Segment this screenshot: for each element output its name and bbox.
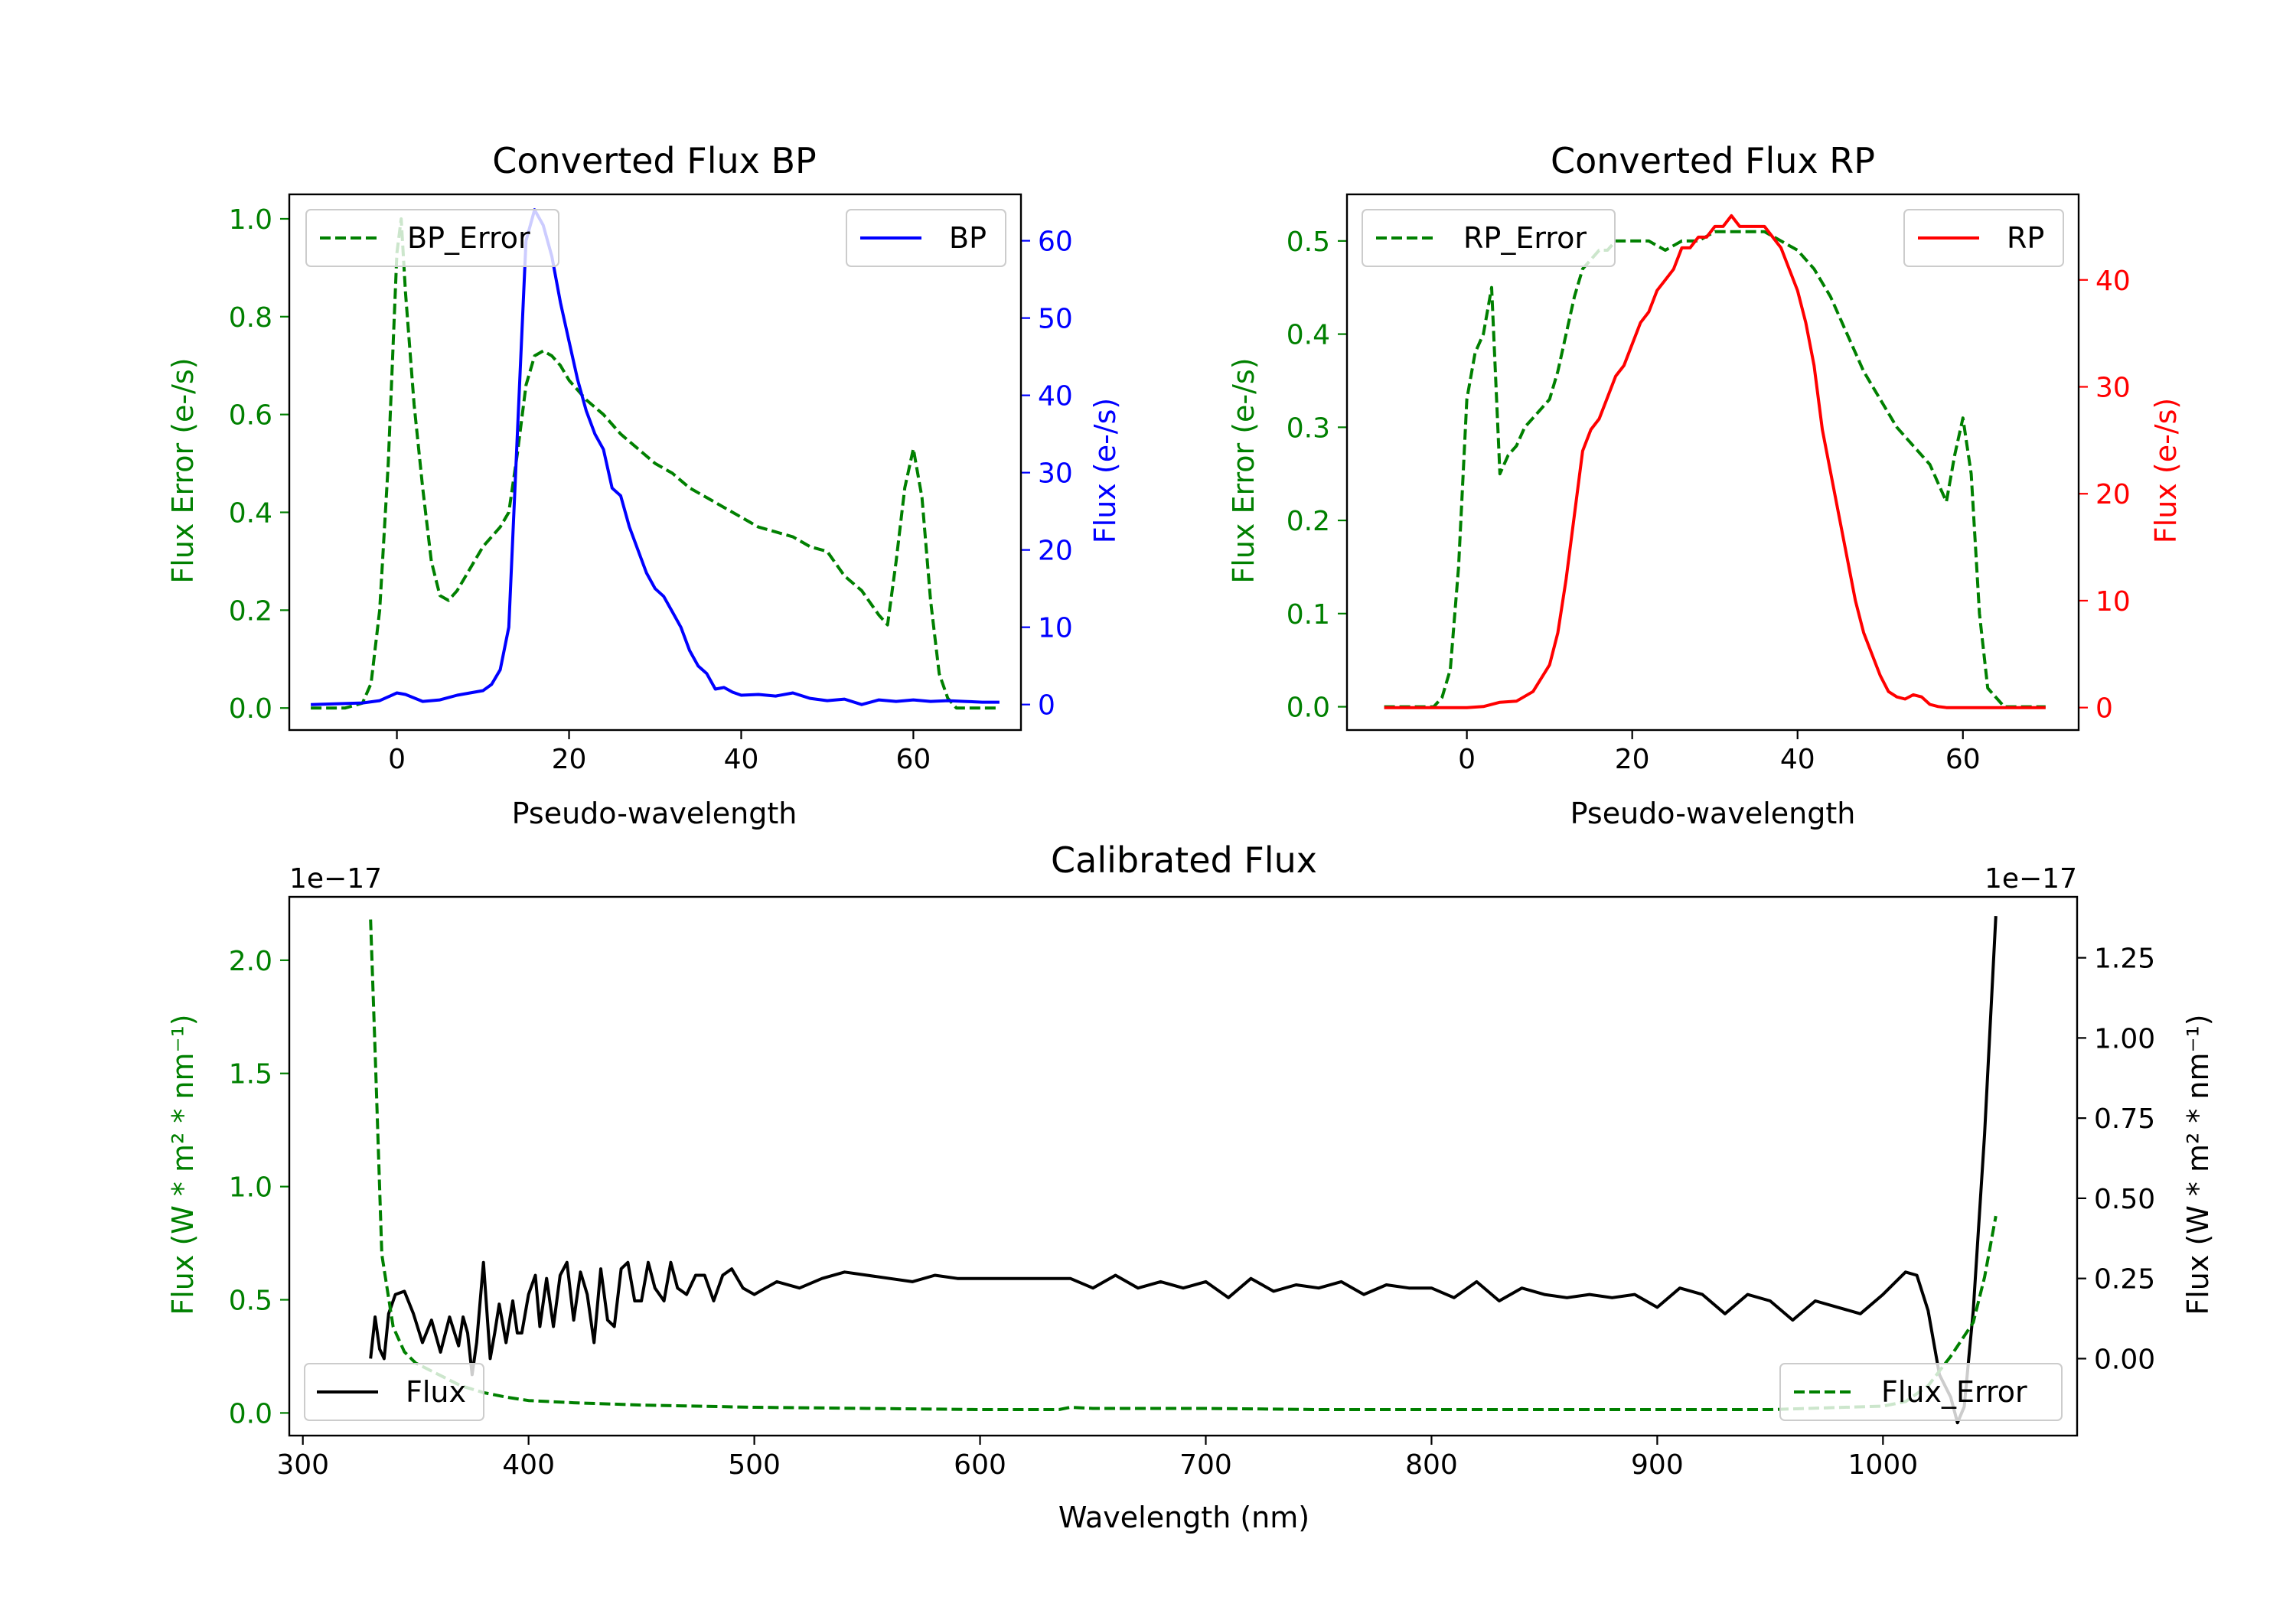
left-y-tick-label: 0.2 xyxy=(229,595,272,627)
right-y-tick-label: 0.75 xyxy=(2094,1103,2155,1135)
left-y-axis-label: Flux (W * m² * nm⁻¹) xyxy=(166,1014,200,1315)
right-y-tick-label: 30 xyxy=(2095,372,2131,403)
series-bp-error xyxy=(311,217,1000,710)
legend-box xyxy=(1903,209,2064,267)
x-tick-label: 1000 xyxy=(1848,1449,1919,1481)
right-y-tick-label: 10 xyxy=(1038,613,1073,644)
right-y-tick-label: 20 xyxy=(2095,479,2131,510)
left-y-tick-label: 1.0 xyxy=(229,204,272,236)
x-tick-label: 800 xyxy=(1405,1449,1458,1481)
legend-label-bp: BP xyxy=(949,221,987,255)
right-y-tick-label: 40 xyxy=(2095,266,2131,297)
x-axis-label: Pseudo-wavelength xyxy=(1570,797,1856,830)
legend-label-flux-error: Flux_Error xyxy=(1881,1375,2027,1409)
left-y-tick-label: 0.5 xyxy=(1287,227,1330,258)
x-axis-label: Wavelength (nm) xyxy=(1058,1501,1309,1534)
left-y-tick-label: 2.0 xyxy=(229,946,272,977)
legend-left: BP_Error xyxy=(305,209,559,267)
left-y-tick-label: 1.5 xyxy=(229,1059,272,1090)
left-y-axis-label: Flux Error (e-/s) xyxy=(166,357,200,583)
x-tick-label: 400 xyxy=(502,1449,555,1481)
right-y-tick-label: 10 xyxy=(2095,586,2131,618)
legend-right: RP xyxy=(1903,209,2064,267)
legend-label-flux: Flux xyxy=(406,1375,466,1409)
x-tick-label: 20 xyxy=(552,744,587,775)
x-tick-label: 40 xyxy=(724,744,759,775)
left-y-tick-label: 0.4 xyxy=(1287,320,1330,351)
series-flux xyxy=(369,915,1998,1425)
left-offset-text: 1e−17 xyxy=(289,863,382,895)
left-y-tick-label: 0.6 xyxy=(229,400,272,432)
x-tick-label: 500 xyxy=(728,1449,781,1481)
right-y-axis-label: Flux (e-/s) xyxy=(2149,398,2183,543)
left-y-tick-label: 1.0 xyxy=(229,1172,272,1204)
left-y-tick-label: 0.0 xyxy=(229,1398,272,1429)
left-y-tick-label: 0.4 xyxy=(229,498,272,530)
x-tick-label: 60 xyxy=(1945,744,1981,775)
legend-box xyxy=(1779,1363,2063,1421)
left-y-tick-label: 0.5 xyxy=(229,1286,272,1317)
right-y-tick-label: 0 xyxy=(1038,690,1055,722)
panel-converted-flux-rp: 0 20 40 60 0.0 0.1 0.2 0.3 0.4 0.5 0 10 20 30 40 Conve… xyxy=(1227,140,2183,830)
legend-right: BP xyxy=(846,209,1006,267)
plot-frame xyxy=(288,193,1022,732)
legend-box xyxy=(305,209,559,267)
chart-title: Converted Flux RP xyxy=(1551,140,1875,181)
right-y-tick-label: 0.00 xyxy=(2094,1344,2155,1375)
right-y-tick-label: 60 xyxy=(1038,227,1073,258)
legend-right: Flux_Error xyxy=(1779,1363,2063,1421)
panel-calibrated-flux: 300 400 500 600 700 800 900 1000 0.0 0.5 1.0 1.5 2.0… xyxy=(166,839,2215,1534)
legend-left: Flux xyxy=(304,1363,484,1421)
chart-title: Converted Flux BP xyxy=(492,140,817,181)
left-y-tick-label: 0.8 xyxy=(229,302,272,334)
right-y-tick-label: 0.50 xyxy=(2094,1184,2155,1215)
right-y-tick-label: 0.25 xyxy=(2094,1264,2155,1296)
legend-label-rp-error: RP_Error xyxy=(1463,221,1587,255)
x-tick-label: 60 xyxy=(896,744,931,775)
left-y-tick-label: 0.0 xyxy=(1287,693,1330,724)
legend-box xyxy=(846,209,1006,267)
left-y-axis-label: Flux Error (e-/s) xyxy=(1227,357,1261,583)
right-y-tick-label: 1.00 xyxy=(2094,1023,2155,1054)
legend-box xyxy=(304,1363,484,1421)
x-tick-label: 700 xyxy=(1179,1449,1232,1481)
right-y-axis-label: Flux (e-/s) xyxy=(1088,398,1122,543)
legend-label-bp-error: BP_Error xyxy=(407,221,530,255)
x-tick-label: 20 xyxy=(1615,744,1650,775)
right-y-tick-label: 0 xyxy=(2095,693,2113,725)
right-offset-text: 1e−17 xyxy=(1985,863,2077,895)
legend-box xyxy=(1362,209,1616,267)
series-rp-error xyxy=(1384,230,2046,709)
x-tick-label: 0 xyxy=(388,744,406,775)
legend-left: RP_Error xyxy=(1362,209,1616,267)
left-y-tick-label: 0.0 xyxy=(229,693,272,725)
chart-title: Calibrated Flux xyxy=(1051,839,1317,881)
right-y-tick-label: 40 xyxy=(1038,381,1073,412)
left-y-tick-label: 0.2 xyxy=(1287,506,1330,537)
x-tick-label: 40 xyxy=(1780,744,1815,775)
right-y-tick-label: 30 xyxy=(1038,458,1073,490)
right-y-tick-label: 50 xyxy=(1038,304,1073,335)
right-y-tick-label: 20 xyxy=(1038,536,1073,567)
series-rp xyxy=(1384,214,2046,709)
x-axis-label: Pseudo-wavelength xyxy=(512,797,797,830)
left-y-tick-label: 0.1 xyxy=(1287,599,1330,631)
right-y-axis-label: Flux (W * m² * nm⁻¹) xyxy=(2181,1014,2215,1315)
left-y-tick-label: 0.3 xyxy=(1287,412,1330,444)
x-tick-label: 300 xyxy=(276,1449,329,1481)
series-bp xyxy=(311,208,1000,706)
panel-converted-flux-bp: 0 20 40 60 0.0 0.2 0.4 0.6 0.8 1.0 0 10 20 30 40 50 60 C… xyxy=(166,140,1122,830)
right-y-tick-label: 1.25 xyxy=(2094,944,2155,975)
x-tick-label: 900 xyxy=(1631,1449,1684,1481)
plot-frame xyxy=(288,895,2079,1437)
plot-frame xyxy=(1345,193,2080,732)
x-tick-label: 0 xyxy=(1458,744,1476,775)
legend-label-rp: RP xyxy=(2007,221,2044,255)
x-tick-label: 600 xyxy=(954,1449,1006,1481)
